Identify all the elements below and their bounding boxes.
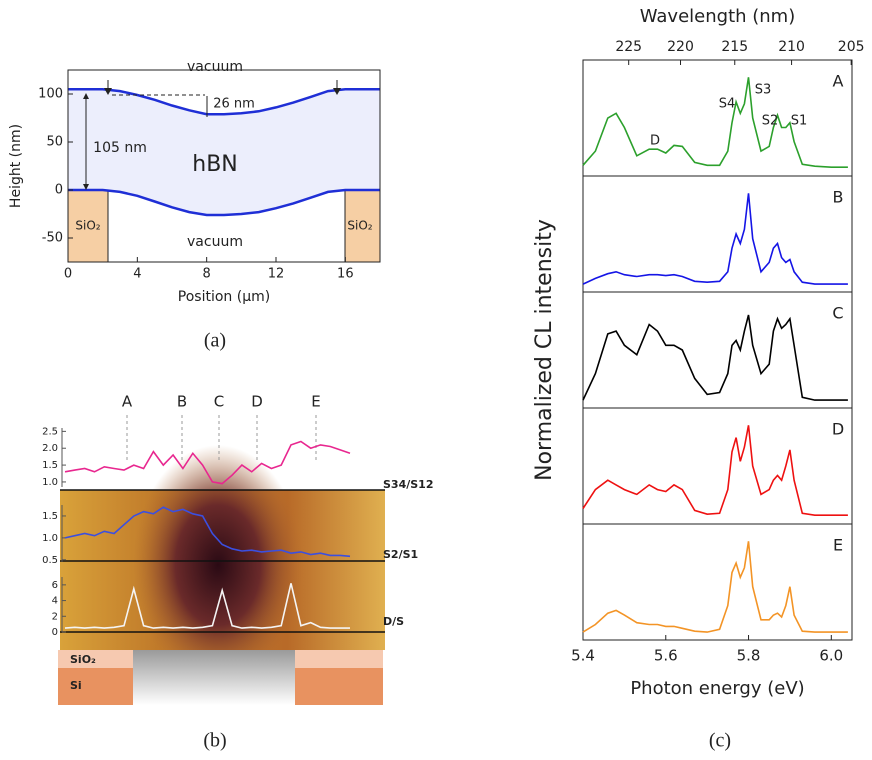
sio2-block: [58, 650, 133, 668]
y-tick-label: 4: [52, 596, 58, 607]
height-line: [68, 87, 380, 116]
spectrum: [582, 77, 848, 168]
y-tick-label: 0: [52, 627, 58, 638]
x2-tick-label: 205: [838, 39, 865, 55]
x-tick-label: 0: [64, 267, 72, 282]
hbn-region: [68, 89, 380, 215]
subplot-frame: [582, 407, 853, 525]
y-axis-label: Normalized CL intensity: [532, 219, 557, 481]
spectrum: [582, 193, 848, 285]
peak-label: S2: [762, 114, 779, 129]
y-axis-label: Height (nm): [8, 124, 24, 208]
position-marker: A: [122, 393, 133, 411]
y-tick-label: 0: [55, 183, 63, 198]
x-axis-label: Photon energy (eV): [630, 678, 804, 699]
y-tick-label: 1.0: [42, 533, 58, 544]
x2-tick-label: 215: [721, 39, 748, 55]
y-tick-label: 2.5: [42, 426, 58, 437]
y-tick-label: 1.0: [42, 477, 58, 488]
y-tick-label: 0.5: [42, 555, 58, 566]
si-block: [58, 668, 133, 705]
y-tick-label: 2: [52, 611, 58, 622]
annotation: vacuum: [187, 234, 243, 250]
arrowhead: [333, 88, 341, 95]
arrowhead: [104, 88, 112, 95]
caption: (c): [709, 730, 731, 752]
spectrum: [582, 314, 848, 401]
y-tick-label: 100: [38, 87, 63, 102]
peak-label: S4: [719, 97, 736, 112]
annotation: 105 nm: [93, 140, 147, 156]
y-tick-label: 1.5: [42, 511, 58, 522]
panel-b-image: [58, 445, 385, 705]
series-label: S34/S12: [383, 478, 433, 491]
subplot-frame: [582, 59, 853, 177]
x2-tick-label: 220: [667, 39, 694, 55]
series-label: D: [832, 420, 844, 439]
ratio-line: [64, 583, 350, 629]
ratio-line: [64, 440, 351, 485]
x-axis-label: Position (μm): [178, 289, 270, 305]
x-tick-label: 5.8: [737, 647, 761, 665]
shadow: [133, 650, 295, 705]
x-tick-label: 8: [203, 267, 211, 282]
x-tick-label: 5.6: [654, 647, 678, 665]
x-tick-label: 6.0: [819, 647, 843, 665]
y-tick-label: -50: [42, 231, 63, 246]
annotation: vacuum: [187, 59, 243, 75]
subplot-frame: [582, 291, 853, 409]
caption: (a): [204, 330, 226, 352]
sio2-block: [344, 189, 381, 263]
y-tick-label: 6: [52, 580, 58, 591]
annotation: 26 nm: [213, 97, 255, 112]
position-marker: B: [177, 393, 187, 411]
si-block: [295, 668, 383, 705]
peak-label: S1: [791, 114, 808, 129]
plot-frame: [67, 69, 381, 263]
annotation: SiO₂: [347, 219, 372, 233]
x-tick-label: 12: [268, 267, 285, 282]
series-label: D/S: [383, 615, 404, 628]
series-label: B: [833, 188, 844, 207]
annotation: Si: [70, 679, 82, 692]
x-tick-label: 16: [337, 267, 354, 282]
spectrum: [582, 425, 848, 517]
y-tick-label: 50: [46, 135, 63, 150]
annotation: SiO₂: [75, 219, 100, 233]
subplot-frame: [582, 523, 853, 641]
x2-axis-label: Wavelength (nm): [640, 6, 796, 27]
x-tick-label: 4: [133, 267, 141, 282]
position-marker: D: [251, 393, 263, 411]
peak-label: S3: [755, 83, 772, 98]
series-label: A: [833, 72, 844, 91]
series-label: C: [832, 304, 843, 323]
series-label: E: [833, 536, 843, 555]
sio2-block: [295, 650, 383, 668]
spectrum: [582, 541, 848, 633]
ratio-line: [64, 506, 351, 558]
series-label: S2/S1: [383, 548, 418, 561]
caption: (b): [203, 730, 226, 752]
y-tick-label: 2.0: [42, 443, 58, 454]
valley: [133, 445, 303, 685]
position-marker: C: [214, 393, 224, 411]
position-marker: E: [311, 393, 320, 411]
y-tick-label: 1.5: [42, 460, 58, 471]
annotation: hBN: [192, 152, 238, 177]
x-tick-label: 5.4: [571, 647, 595, 665]
peak-label: D: [650, 134, 660, 149]
x2-tick-label: 225: [615, 39, 642, 55]
height-line: [68, 188, 380, 217]
annotation: SiO₂: [70, 653, 96, 666]
x2-tick-label: 210: [778, 39, 805, 55]
